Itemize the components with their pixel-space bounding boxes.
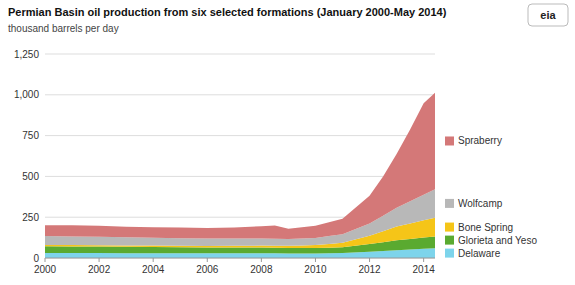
areas [45, 93, 435, 258]
annotation: eia [540, 9, 556, 21]
title: Permian Basin oil production from six se… [8, 6, 447, 18]
x-tick-label: 2014 [413, 264, 436, 275]
subtitle: thousand barrels per day [8, 23, 119, 34]
grid-line [45, 176, 435, 177]
y-tick-label: 0 [33, 253, 39, 264]
y-tick-label: 750 [22, 130, 39, 141]
legend-label: Delaware [458, 248, 501, 259]
background [0, 0, 575, 285]
x-tick [261, 258, 262, 262]
legend-swatch [445, 199, 454, 208]
x-tick-label: 2006 [196, 264, 219, 275]
legend-swatch [445, 236, 454, 245]
y-grid [45, 54, 435, 258]
logo: eia [528, 4, 568, 26]
x-tick-label: 2002 [88, 264, 111, 275]
x-tick-label: 2004 [142, 264, 165, 275]
x-tick-label: 2012 [358, 264, 381, 275]
grid-line [45, 258, 435, 259]
logo-box [528, 4, 568, 26]
grid-line [45, 135, 435, 136]
x-tick-label: 2000 [34, 264, 57, 275]
x-tick [153, 258, 154, 262]
legend-label: Spraberry [458, 135, 502, 146]
y-tick-label: 1,000 [14, 89, 39, 100]
legend-label: Glorieta and Yeso [458, 235, 537, 246]
y-tick-label: 1,250 [14, 49, 39, 60]
x-tick-label: 2010 [304, 264, 327, 275]
area [45, 93, 435, 239]
y-tick-label: 250 [22, 212, 39, 223]
legend-label: Wolfcamp [458, 198, 503, 209]
chart: Permian Basin oil production from six se… [0, 0, 575, 285]
x-tick-label: 2008 [250, 264, 273, 275]
x-tick [99, 258, 100, 262]
x-tick [369, 258, 370, 262]
x-tick [45, 258, 46, 262]
legend-swatch [445, 136, 454, 145]
grid-line [45, 54, 435, 55]
grid-line [45, 94, 435, 95]
x-tick [315, 258, 316, 262]
x-axis-line [45, 258, 435, 259]
y-tick-label: 500 [22, 171, 39, 182]
legend-swatch [445, 223, 454, 232]
legend-swatch [445, 249, 454, 258]
x-tick [207, 258, 208, 262]
legend: Spraberry Wolfcamp Bone Spring Glorieta and… [445, 135, 537, 258]
legend-label: Bone Spring [458, 222, 513, 233]
x-tick [423, 258, 424, 262]
